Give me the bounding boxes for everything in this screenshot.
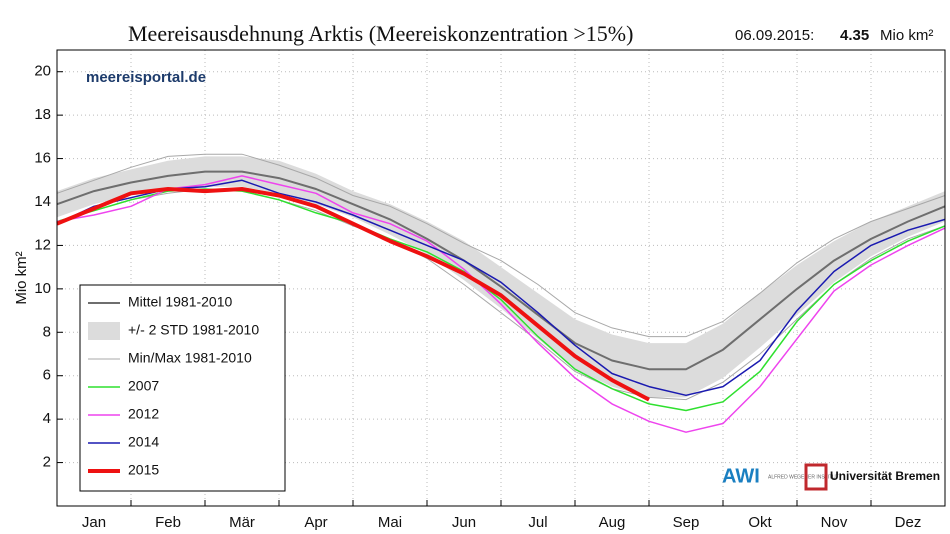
- x-tick-label: Feb: [155, 514, 181, 531]
- legend-label: Mittel 1981-2010: [128, 294, 233, 310]
- plot-area: 2 4 6 8 10 12 14 16 18 20 Jan Feb Mär Apr Mai Jun Jul Aug…: [34, 49, 946, 531]
- series-line: [56, 175, 946, 433]
- x-tick-label: Aug: [599, 514, 626, 531]
- awi-logo: AWI: [722, 465, 760, 487]
- legend-label: 2015: [128, 462, 159, 478]
- x-tick-label: Sep: [673, 514, 700, 531]
- x-tick-label: Nov: [821, 514, 848, 531]
- legend-label: 2012: [128, 406, 159, 422]
- current-value: 4.35: [840, 27, 869, 44]
- series-line: [56, 179, 946, 397]
- y-tick-label: 4: [43, 410, 51, 427]
- series-line: [56, 170, 946, 371]
- max-line: [56, 153, 946, 338]
- x-tick-label: Okt: [748, 514, 772, 531]
- bremen-logo-icon: [804, 463, 828, 491]
- legend-label: 2014: [128, 434, 159, 450]
- std-band: [57, 156, 945, 398]
- y-axis-label: Mio km²: [13, 251, 30, 304]
- x-tick-label: Mär: [229, 514, 255, 531]
- date-label: 06.09.2015:: [735, 27, 814, 44]
- x-tick-label: Jun: [452, 514, 476, 531]
- source-label: meereisportal.de: [86, 69, 206, 86]
- unit-label: Mio km²: [880, 27, 933, 44]
- y-tick-label: 14: [34, 193, 51, 210]
- y-tick-label: 16: [34, 150, 51, 167]
- x-tick-label: Mai: [378, 514, 402, 531]
- y-tick-label: 12: [34, 236, 51, 253]
- y-tick-label: 6: [43, 367, 51, 384]
- y-tick-label: 18: [34, 106, 51, 123]
- y-tick-label: 10: [34, 280, 51, 297]
- legend-label: +/- 2 STD 1981-2010: [128, 322, 259, 338]
- legend-label: Min/Max 1981-2010: [128, 350, 252, 366]
- x-tick-label: Apr: [304, 514, 327, 531]
- x-tick-label: Dez: [895, 514, 922, 531]
- series-line: [56, 187, 650, 402]
- y-tick-label: 20: [34, 63, 51, 80]
- chart-title: Meereisausdehnung Arktis (Meereiskonzent…: [128, 21, 633, 46]
- x-tick-label: Jan: [82, 514, 106, 531]
- legend-label: 2007: [128, 378, 159, 394]
- legend-box: [79, 284, 286, 492]
- plot-frame: [56, 49, 946, 507]
- series-line: [56, 188, 946, 412]
- bremen-logo: Universität Bremen: [830, 469, 940, 483]
- legend-swatch: [88, 322, 120, 340]
- y-tick-label: 8: [43, 323, 51, 340]
- x-tick-label: Jul: [528, 514, 547, 531]
- y-tick-label: 2: [43, 454, 51, 471]
- awi-logo-text: ALFRED WEGENER INSTITUT: [768, 474, 839, 480]
